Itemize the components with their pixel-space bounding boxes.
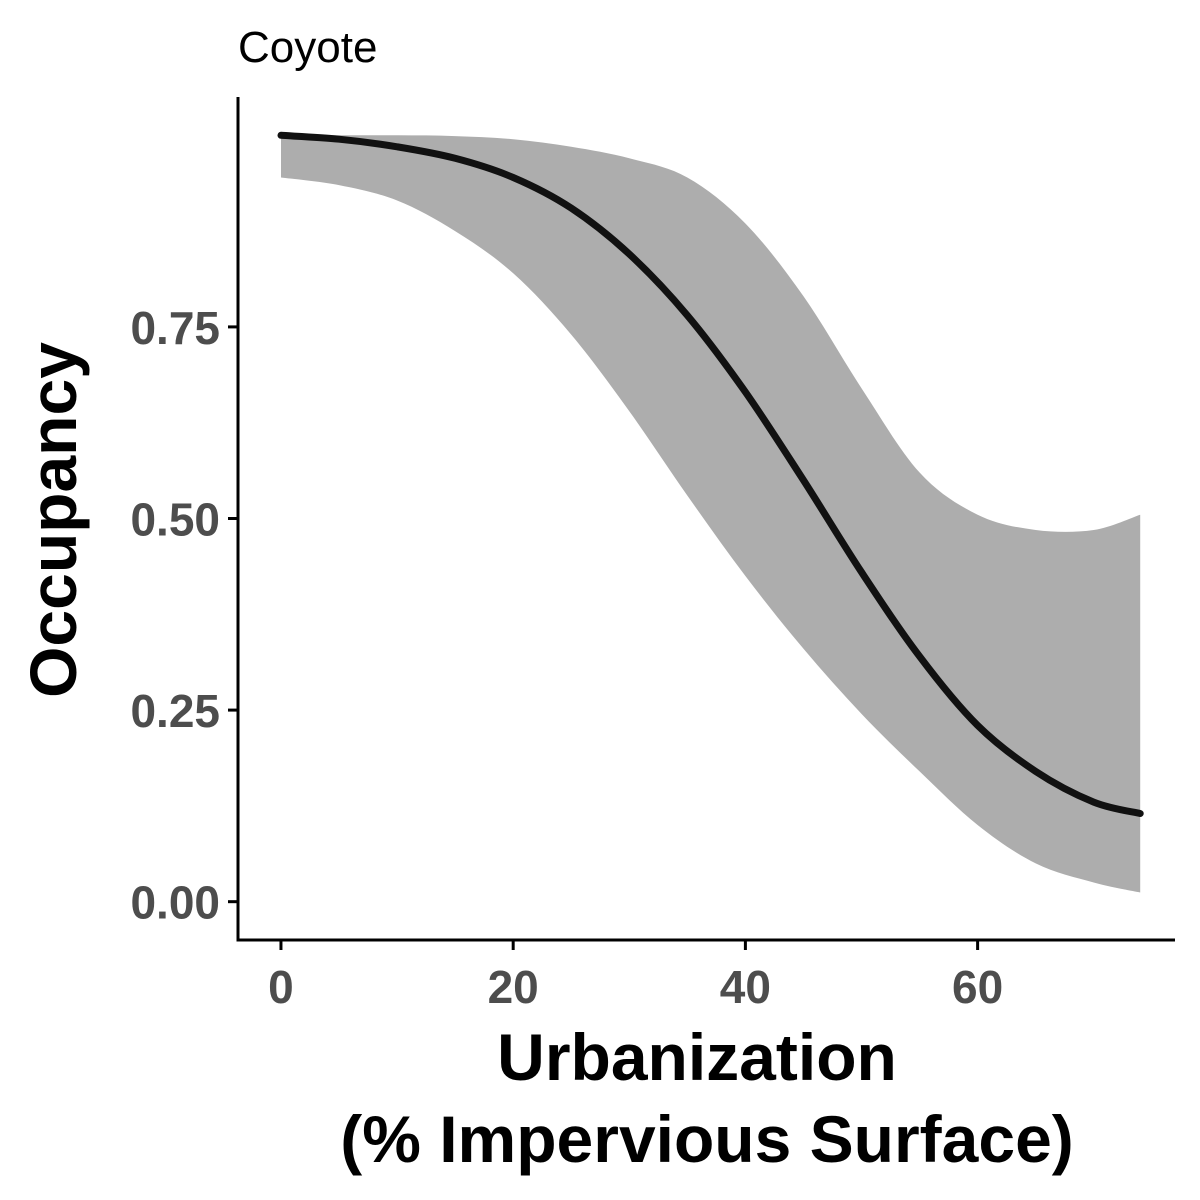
- y-tick-label: 0.50: [130, 494, 220, 546]
- y-axis-title: Occupancy: [16, 342, 90, 698]
- ticks: 0.00 0.25 0.50 0.75 0 20 40 60: [130, 302, 1003, 1013]
- x-tick-label: 60: [952, 961, 1003, 1013]
- x-tick-label: 20: [488, 961, 539, 1013]
- ribbon-layer: [281, 135, 1141, 893]
- confidence-ribbon: [281, 135, 1141, 893]
- chart-title: Coyote: [238, 23, 377, 72]
- y-tick-label: 0.00: [130, 877, 220, 929]
- x-tick-label: 0: [268, 961, 294, 1013]
- y-tick-label: 0.75: [130, 302, 220, 354]
- x-tick-label: 40: [720, 961, 771, 1013]
- line-layer: [277, 131, 1144, 817]
- occupancy-line: [277, 131, 1144, 817]
- x-axis-title-line-2: (% Impervious Surface): [340, 1102, 1074, 1176]
- y-tick-label: 0.25: [130, 685, 220, 737]
- x-axis-title-line-1: Urbanization: [497, 1020, 897, 1094]
